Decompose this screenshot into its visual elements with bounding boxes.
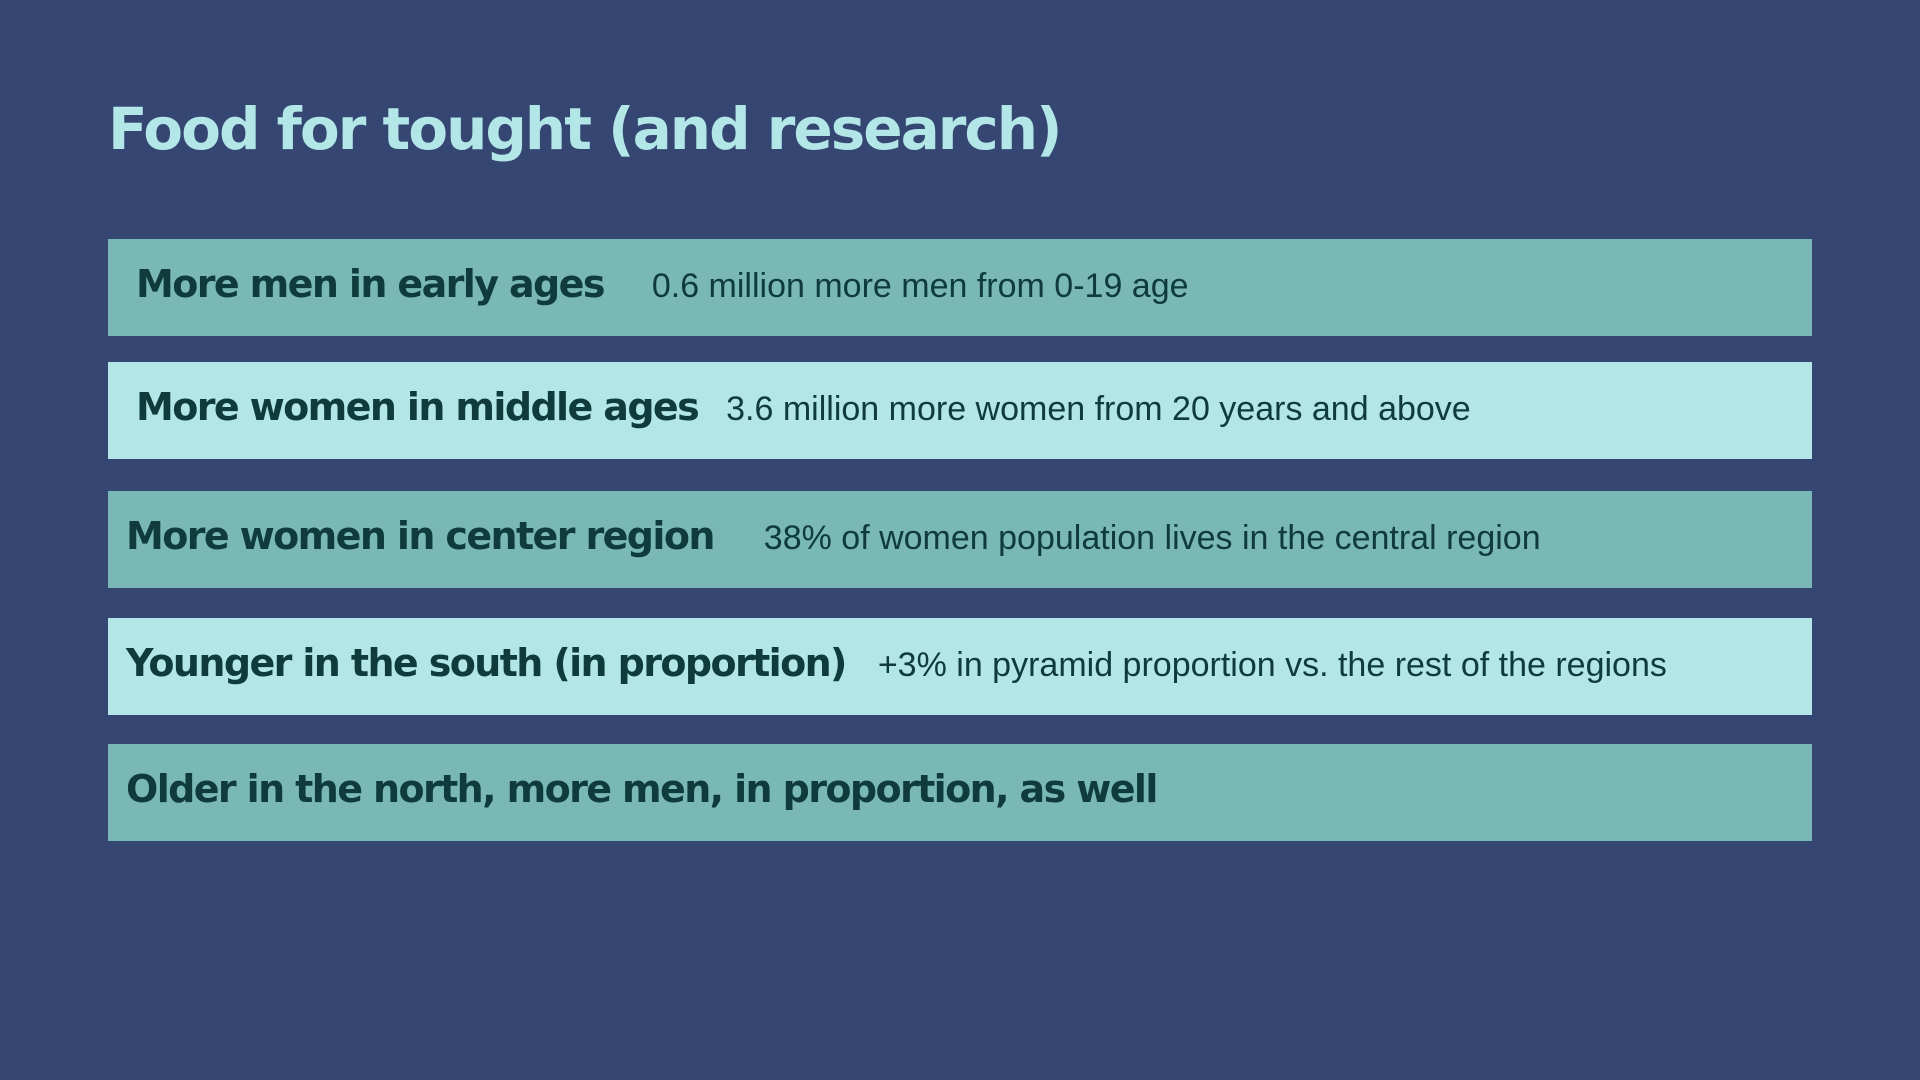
finding-row-south: Younger in the south (in proportion) +3%… [108,618,1812,715]
finding-heading: Older in the north, more men, in proport… [126,766,1158,811]
finding-row-north: Older in the north, more men, in proport… [108,744,1812,841]
finding-row-center-region: More women in center region 38% of women… [108,491,1812,588]
finding-row-early-ages: More men in early ages 0.6 million more … [108,239,1812,336]
finding-heading: More women in center region [126,513,715,558]
slide-title: Food for tought (and research) [108,95,1063,163]
finding-heading: Younger in the south (in proportion) [126,640,847,685]
findings-list: More men in early ages 0.6 million more … [108,0,1812,1080]
finding-detail: +3% in pyramid proportion vs. the rest o… [877,646,1667,684]
finding-heading: More women in middle ages [136,384,700,429]
finding-detail: 0.6 million more men from 0-19 age [651,267,1189,305]
finding-detail: 38% of women population lives in the cen… [763,519,1541,557]
finding-heading: More men in early ages [136,261,605,306]
finding-detail: 3.6 million more women from 20 years and… [726,390,1471,428]
finding-row-middle-ages: More women in middle ages 3.6 million mo… [108,362,1812,459]
